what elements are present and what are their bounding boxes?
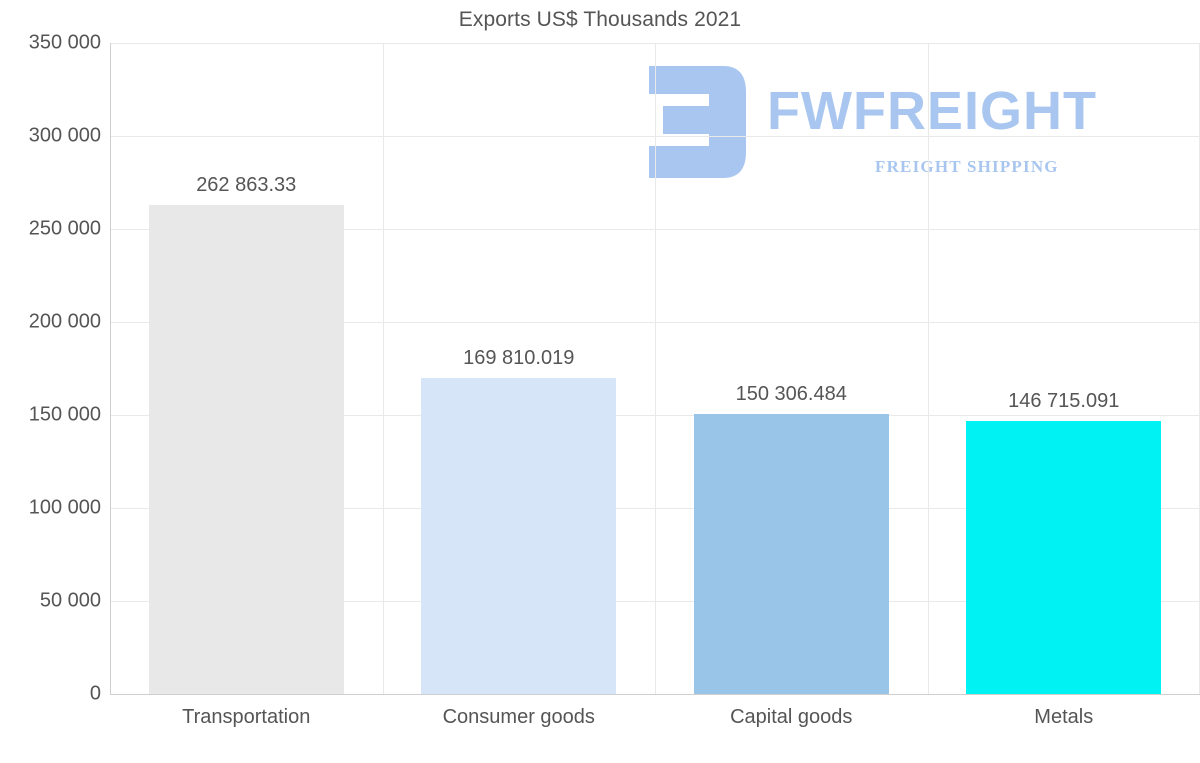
bar-value-label: 262 863.33: [196, 174, 297, 197]
y-axis-tick-label: 200 000: [28, 310, 101, 333]
bar-value-label: 169 810.019: [463, 347, 575, 370]
y-axis-tick-label: 150 000: [28, 403, 101, 426]
y-axis-tick-label: 250 000: [28, 217, 101, 240]
x-axis-tick-label: Capital goods: [730, 706, 853, 728]
gridline-vertical: [655, 43, 656, 694]
plot-area: 262 863.33 169 810.019 150 306.484 146 715.…: [110, 43, 1200, 695]
x-axis-tick-label: Consumer goods: [442, 706, 595, 728]
x-axis-line: [110, 694, 1200, 695]
y-axis: 0 50 000 100 000 150 000 200 000 250 000 300 0…: [0, 0, 101, 763]
gridline-vertical: [927, 43, 929, 694]
bar-metals[interactable]: [966, 421, 1162, 694]
chart-title: Exports US$ Thousands 2021: [458, 8, 742, 31]
bar-value-label: 146 715.091: [1008, 390, 1120, 413]
y-axis-tick-label: 300 000: [28, 124, 101, 147]
y-axis-tick-label: 100 000: [28, 496, 101, 519]
y-axis-tick-label: 50 000: [39, 589, 101, 612]
bar-value-label: 150 306.484: [735, 383, 847, 406]
y-axis-line: [110, 43, 111, 694]
gridline-vertical: [382, 43, 384, 694]
y-axis-tick-label: 350 000: [28, 31, 101, 54]
bar-capital-goods[interactable]: [693, 414, 889, 694]
bar-consumer-goods[interactable]: [421, 378, 617, 694]
bar-transportation[interactable]: [148, 205, 344, 694]
x-axis-tick-label: Metals: [1034, 706, 1094, 728]
y-axis-tick-label: 0: [89, 682, 101, 705]
x-axis-tick-label: Transportation: [182, 706, 311, 728]
